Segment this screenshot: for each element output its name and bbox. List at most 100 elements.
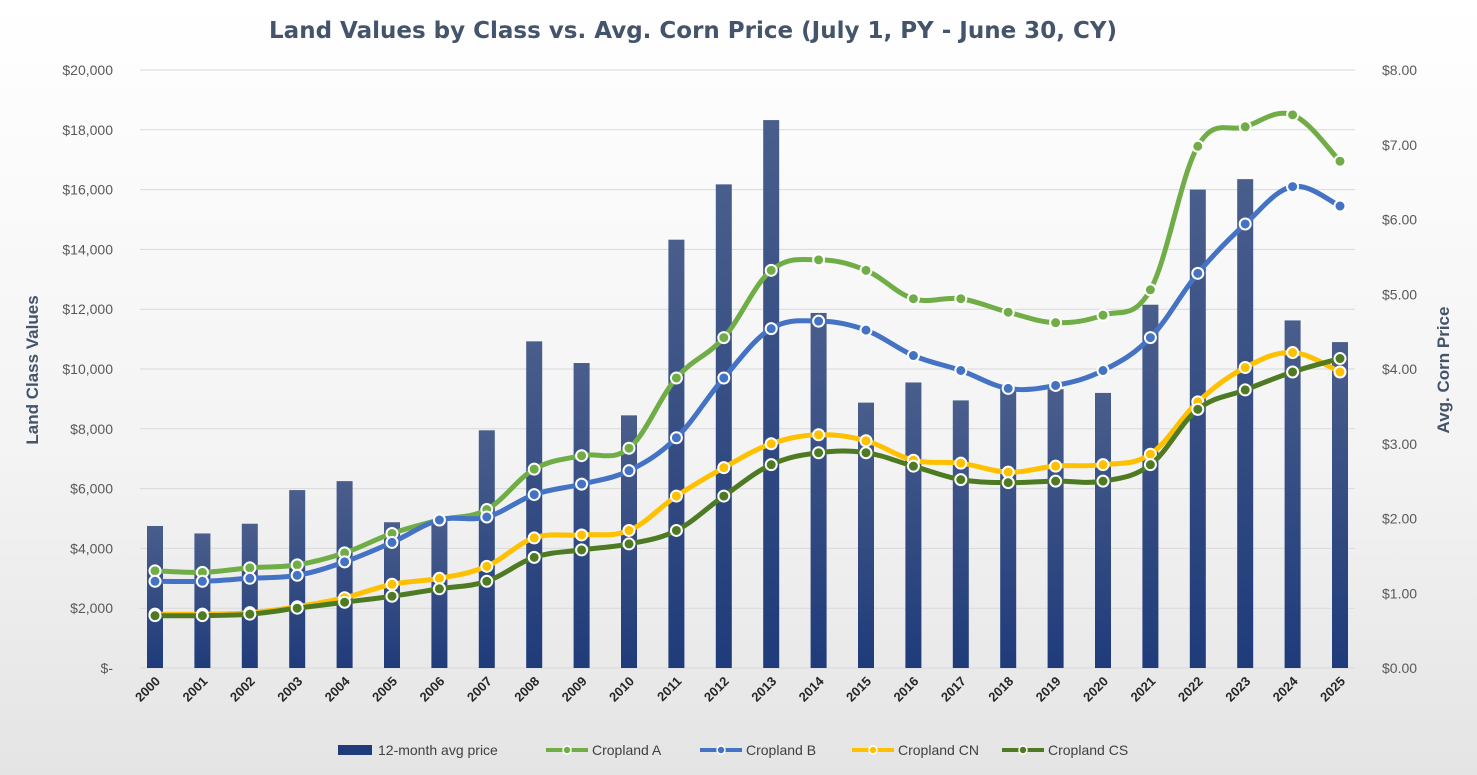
point-cropland-cs: [195, 609, 209, 623]
point-cropland-b: [859, 323, 873, 337]
line-cropland-cs: [152, 356, 1343, 619]
y-tick-label: $20,000: [62, 62, 113, 78]
point-cropland-cn: [717, 461, 731, 475]
point-cropland-a: [622, 441, 636, 455]
point-cropland-cn: [859, 434, 873, 448]
point-cropland-b: [1286, 180, 1300, 194]
point-cropland-cs: [1333, 352, 1347, 366]
point-cropland-b: [622, 464, 636, 478]
y-axis-right: $0.00 $1.00 $2.00 $3.00 $4.00 $5.00 $6.00 $7.00…: [1382, 62, 1417, 676]
point-cropland-cs: [622, 537, 636, 551]
point-cropland-cs: [1096, 474, 1110, 488]
point-cropland-cs: [717, 489, 731, 503]
y2-tick-label: $6.00: [1382, 212, 1417, 228]
bar-corn-price: [1142, 304, 1159, 668]
bar-corn-price: [1095, 392, 1111, 668]
y2-tick-label: $2.00: [1382, 511, 1417, 527]
point-cropland-cn: [954, 456, 968, 470]
bar-corn-price: [241, 523, 258, 668]
point-cropland-b: [764, 322, 778, 336]
point-cropland-b: [954, 363, 968, 377]
point-cropland-cs: [148, 609, 162, 623]
legend-marker-cropland-cs: [1018, 745, 1028, 755]
y-tick-label: $2,000: [70, 600, 113, 616]
point-cropland-b: [480, 510, 494, 524]
y2-tick-label: $7.00: [1382, 137, 1417, 153]
legend-label-cropland-a: Cropland A: [592, 742, 662, 758]
y-axis-right-title: Avg. Corn Price: [1434, 307, 1453, 434]
point-cropland-cs: [385, 589, 399, 603]
point-cropland-cs: [243, 607, 257, 621]
x-tick-label: 2021: [1127, 674, 1158, 705]
point-cropland-b: [1001, 381, 1015, 395]
y-tick-label: $-: [101, 660, 114, 676]
point-cropland-cn: [480, 559, 494, 573]
bar-corn-price: [1237, 179, 1254, 668]
point-cropland-b: [1049, 378, 1063, 392]
x-tick-label: 2016: [890, 674, 921, 705]
point-cropland-b: [812, 314, 826, 328]
y-tick-label: $16,000: [62, 182, 113, 198]
bar-corn-price: [147, 525, 163, 668]
point-cropland-cs: [338, 595, 352, 609]
bar-corn-price: [336, 481, 353, 668]
line-cropland-cn: [152, 350, 1343, 617]
x-tick-label: 2020: [1080, 674, 1111, 705]
x-tick-label: 2010: [606, 674, 637, 705]
x-tick-label: 2012: [701, 674, 732, 705]
point-cropland-cs: [432, 582, 446, 596]
point-cropland-cn: [527, 531, 541, 545]
point-cropland-b: [148, 574, 162, 588]
x-tick-label: 2015: [843, 674, 874, 705]
point-cropland-b: [385, 535, 399, 549]
point-cropland-cs: [954, 473, 968, 487]
point-cropland-cs: [1001, 476, 1015, 490]
point-cropland-cs: [812, 446, 826, 460]
point-cropland-cs: [1049, 474, 1063, 488]
x-tick-label: 2000: [132, 674, 163, 705]
point-cropland-cs: [859, 446, 873, 460]
point-cropland-cs: [1238, 383, 1252, 397]
legend-marker-cropland-a: [562, 745, 572, 755]
point-cropland-cn: [432, 571, 446, 585]
y-tick-label: $12,000: [62, 301, 113, 317]
x-tick-label: 2024: [1270, 673, 1302, 705]
point-cropland-b: [717, 371, 731, 385]
y-tick-label: $18,000: [62, 122, 113, 138]
y-tick-label: $6,000: [70, 481, 113, 497]
point-cropland-cs: [290, 601, 304, 615]
x-tick-label: 2018: [985, 674, 1016, 705]
point-cropland-b: [1238, 217, 1252, 231]
x-tick-label: 2006: [416, 674, 447, 705]
y-tick-label: $14,000: [62, 241, 113, 257]
point-cropland-cs: [527, 550, 541, 564]
bar-corn-price: [763, 120, 780, 668]
x-tick-label: 2003: [274, 674, 305, 705]
legend-marker-cropland-cn: [868, 745, 878, 755]
point-cropland-cn: [1333, 365, 1347, 379]
bar-corn-price: [478, 430, 495, 668]
point-cropland-cn: [764, 437, 778, 451]
point-cropland-a: [1001, 305, 1015, 319]
point-cropland-a: [1049, 316, 1063, 330]
x-tick-label: 2025: [1317, 674, 1348, 705]
point-cropland-a: [1096, 308, 1110, 322]
point-cropland-b: [290, 568, 304, 582]
point-cropland-cn: [1286, 346, 1300, 360]
legend-marker-cropland-b: [716, 745, 726, 755]
point-cropland-b: [1096, 363, 1110, 377]
point-cropland-cs: [575, 543, 589, 557]
point-cropland-a: [717, 331, 731, 345]
point-cropland-b: [1191, 266, 1205, 280]
bar-corn-price: [952, 400, 969, 668]
point-cropland-a: [1191, 139, 1205, 153]
x-tick-label: 2007: [464, 674, 495, 705]
y-tick-label: $4,000: [70, 540, 113, 556]
legend-label-cropland-cs: Cropland CS: [1048, 742, 1128, 758]
point-cropland-cs: [906, 459, 920, 473]
y2-tick-label: $3.00: [1382, 436, 1417, 452]
legend-swatch-12-month-avg-price: [338, 745, 372, 755]
bar-corn-price: [526, 341, 543, 668]
x-tick-label: 2013: [748, 674, 779, 705]
